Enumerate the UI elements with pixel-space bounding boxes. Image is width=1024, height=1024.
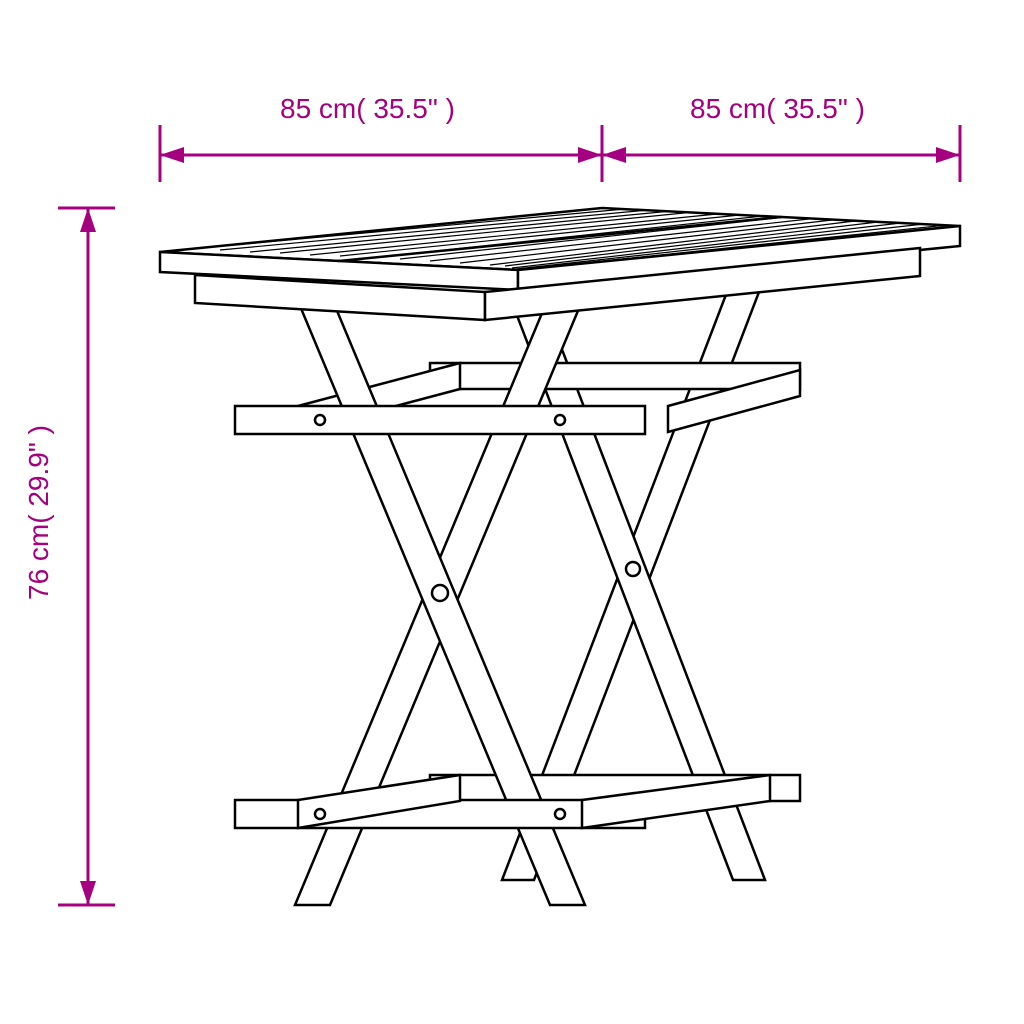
depth-arrow-left: [602, 147, 626, 163]
width-label: 85 cm( 35.5" ): [280, 93, 455, 124]
dimension-width: 85 cm( 35.5" ): [160, 93, 602, 182]
bolt-4: [555, 809, 565, 819]
width-arrow-right: [578, 147, 602, 163]
dimension-height: 76 cm( 29.9" ): [23, 208, 115, 905]
front-upper-bar: [235, 406, 645, 434]
bolt-1: [315, 415, 325, 425]
width-arrow-left: [160, 147, 184, 163]
bolt-2: [555, 415, 565, 425]
dimension-depth: 85 cm( 35.5" ): [602, 93, 960, 182]
table-drawing: [160, 208, 960, 905]
height-label: 76 cm( 29.9" ): [23, 425, 54, 600]
front-pivot: [432, 585, 448, 601]
height-arrow-bot: [80, 881, 96, 905]
height-arrow-top: [80, 208, 96, 232]
diagram-canvas: 85 cm( 35.5" ) 85 cm( 35.5" ) 76 cm( 29.…: [0, 0, 1024, 1024]
bolt-3: [315, 809, 325, 819]
depth-arrow-right: [936, 147, 960, 163]
back-pivot: [626, 562, 640, 576]
depth-label: 85 cm( 35.5" ): [690, 93, 865, 124]
